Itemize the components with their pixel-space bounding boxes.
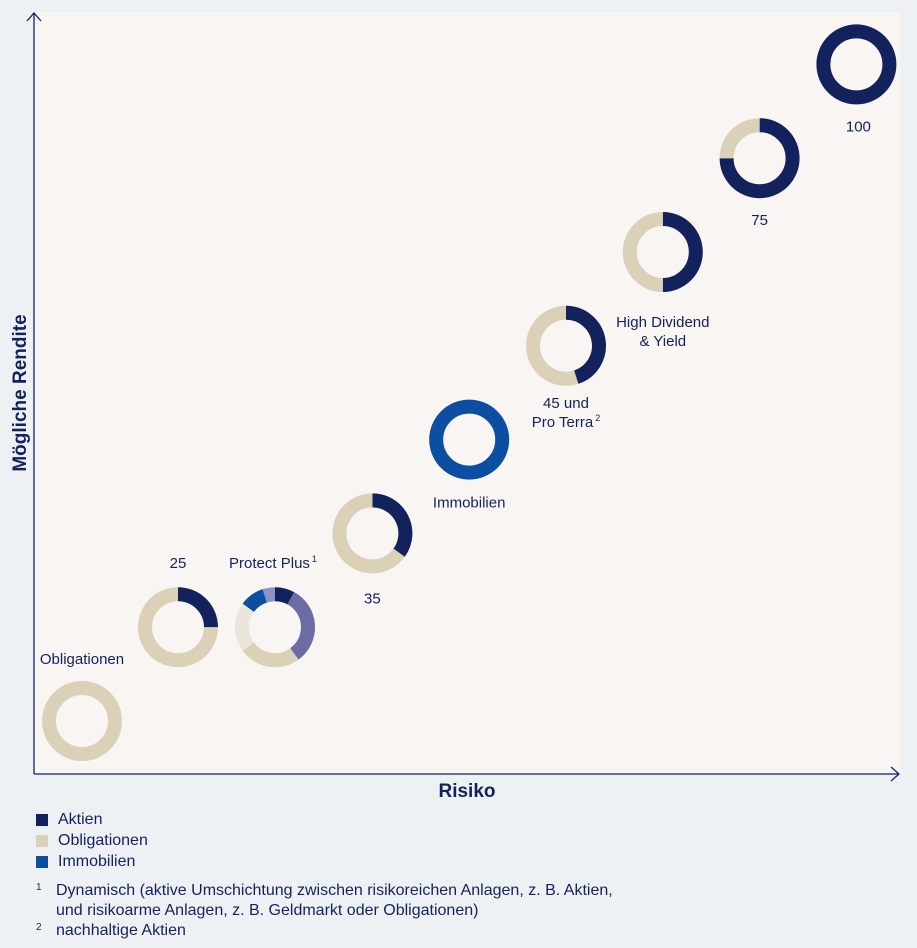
donut-segment bbox=[429, 399, 510, 480]
donut-label: High Dividend & Yield bbox=[616, 314, 709, 350]
x-axis-label: Risiko bbox=[438, 781, 495, 800]
donut-segment bbox=[262, 587, 276, 603]
donut-3: Protect Plus 1 bbox=[229, 554, 317, 668]
donut-segment bbox=[138, 587, 218, 668]
y-axis-label: Mögliche Rendite bbox=[10, 314, 31, 471]
donut-label: 25 bbox=[170, 555, 187, 572]
legend-label: Immobilien bbox=[58, 853, 136, 870]
footnote-mark: 2 bbox=[36, 922, 42, 933]
donut-4: 35 bbox=[332, 493, 413, 607]
donut-segment bbox=[42, 681, 122, 761]
donut-9: 100 bbox=[816, 24, 897, 135]
donut-label: 45 und Pro Terra 2 bbox=[532, 395, 600, 431]
donut-segment bbox=[242, 642, 299, 668]
footnote-2: 2 nachhaltige Aktien bbox=[36, 921, 613, 941]
donut-segment bbox=[719, 118, 800, 199]
legend-swatch-obligationen bbox=[36, 834, 48, 847]
legend-swatch-aktien bbox=[36, 813, 48, 826]
footnotes: 1 Dynamisch (aktive Umschichtung zwische… bbox=[36, 881, 613, 941]
donut-segment bbox=[287, 592, 315, 660]
legend: Aktien Obligationen Immobilien bbox=[36, 809, 148, 872]
donut-group: Obligationen 25 Protect Plus 1 35 Immobilien 4… bbox=[40, 24, 897, 761]
x-axis-arrow bbox=[890, 766, 900, 782]
footnote-mark: 1 bbox=[36, 882, 42, 893]
donut-segment bbox=[622, 212, 664, 292]
footnote-1: 1 Dynamisch (aktive Umschichtung zwische… bbox=[36, 881, 613, 921]
donut-segment bbox=[274, 587, 295, 605]
donut-8: 75 bbox=[719, 118, 800, 229]
legend-label: Aktien bbox=[58, 811, 103, 828]
y-axis-arrow bbox=[26, 12, 42, 22]
donut-segment bbox=[332, 493, 405, 574]
plot-background bbox=[34, 12, 900, 774]
legend-label: Obligationen bbox=[58, 832, 148, 849]
risk-return-chart: Risiko Mögliche Rendite Obligationen 25 Pr… bbox=[10, 12, 900, 800]
donut-label: Obligationen bbox=[40, 651, 124, 668]
donut-segment bbox=[371, 493, 413, 557]
donut-2: 25 bbox=[138, 555, 218, 668]
donut-label: 100 bbox=[846, 118, 871, 135]
legend-swatch-immobilien bbox=[36, 855, 48, 868]
donut-label: 35 bbox=[364, 590, 381, 607]
donut-segment bbox=[235, 603, 255, 651]
donut-label: Protect Plus 1 bbox=[229, 554, 317, 572]
donut-segment bbox=[242, 589, 268, 613]
footnote-text: Dynamisch (aktive Umschichtung zwischen … bbox=[56, 882, 613, 919]
donut-segment bbox=[526, 305, 579, 386]
donut-7: High Dividend & Yield bbox=[616, 212, 709, 350]
donut-segment bbox=[816, 24, 897, 105]
donut-label: 75 bbox=[751, 212, 768, 229]
footnote-text: nachhaltige Aktien bbox=[56, 922, 186, 939]
donut-segment bbox=[662, 212, 703, 292]
donut-label: Immobilien bbox=[433, 495, 506, 512]
legend-item-aktien: Aktien bbox=[36, 809, 148, 830]
legend-item-obligationen: Obligationen bbox=[36, 830, 148, 851]
donut-segment bbox=[565, 305, 606, 384]
donut-5: Immobilien bbox=[429, 399, 510, 512]
donut-segment bbox=[719, 118, 761, 159]
donut-6: 45 und Pro Terra 2 bbox=[526, 305, 606, 431]
donut-1: Obligationen bbox=[40, 651, 124, 761]
donut-segment bbox=[177, 587, 218, 628]
legend-item-immobilien: Immobilien bbox=[36, 851, 148, 872]
